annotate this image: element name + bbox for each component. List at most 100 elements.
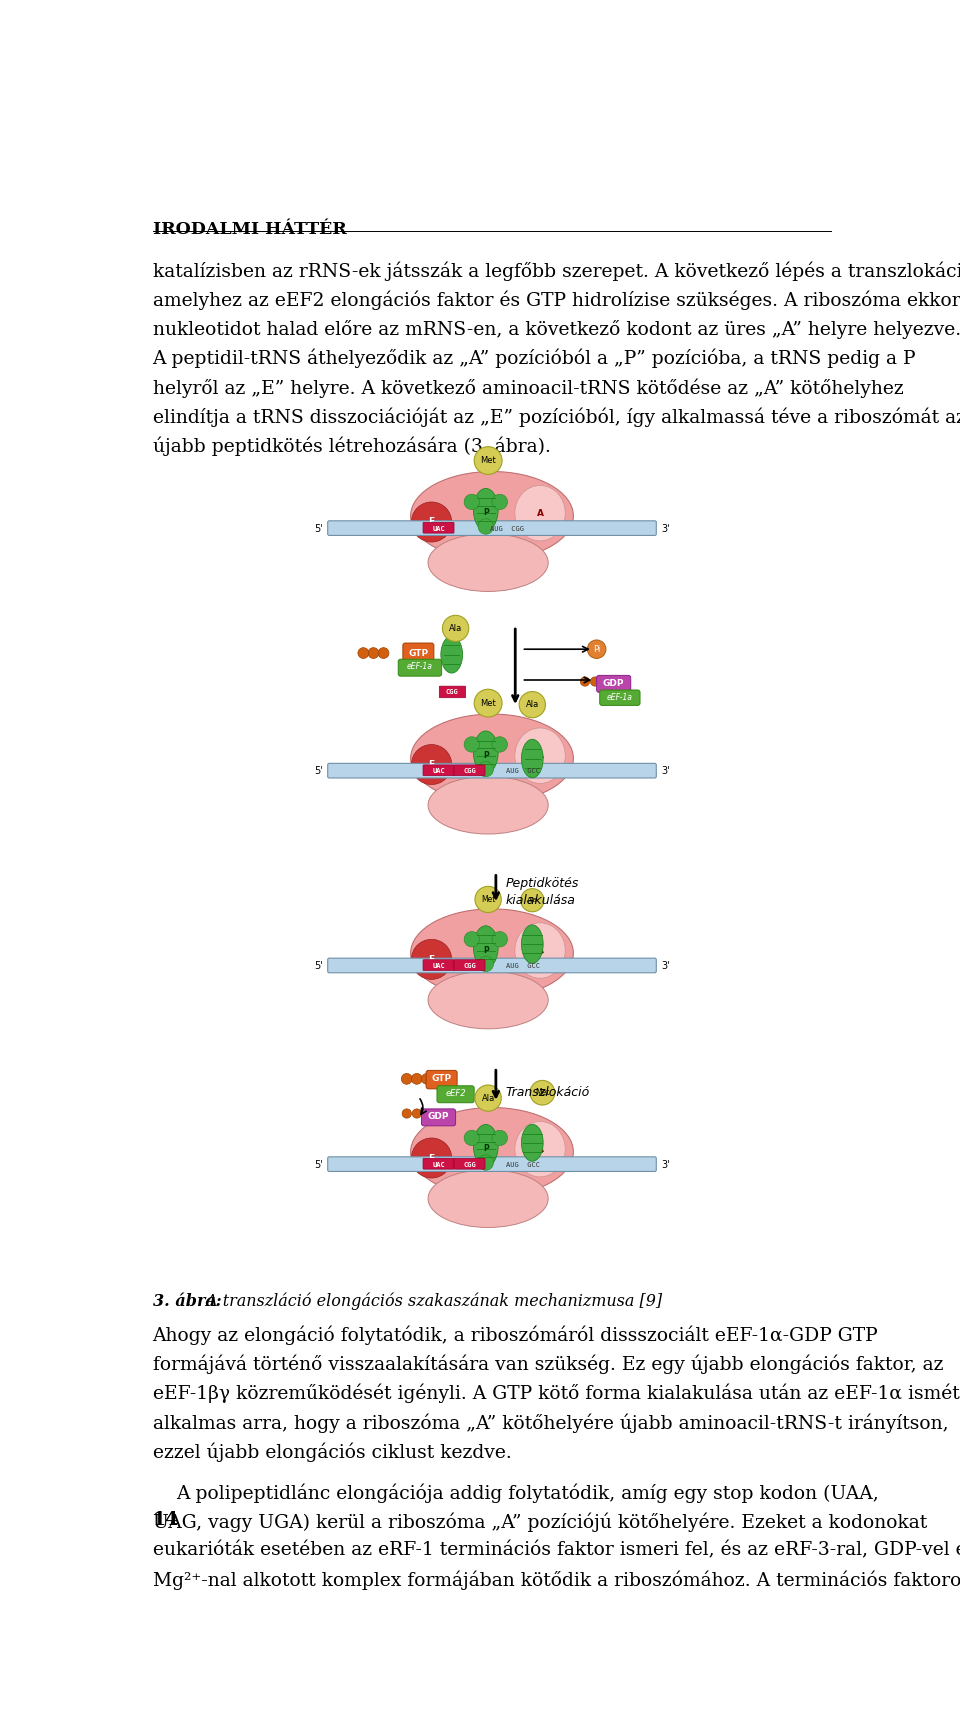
- Text: A peptidil-tRNS áthelyeződik az „A” pozícióból a „P” pozícióba, a tRNS pedig a P: A peptidil-tRNS áthelyeződik az „A” pozí…: [153, 350, 916, 369]
- Ellipse shape: [411, 908, 573, 998]
- Ellipse shape: [515, 922, 565, 979]
- Text: E: E: [428, 955, 435, 963]
- Circle shape: [478, 519, 493, 535]
- Text: A: A: [537, 509, 543, 518]
- Circle shape: [475, 886, 501, 912]
- Text: 3': 3': [660, 1160, 669, 1169]
- Circle shape: [464, 737, 480, 752]
- Text: Met: Met: [481, 895, 495, 903]
- Text: amelyhez az eEF2 elongációs faktor és GTP hidrolízise szükséges. A riboszóma ekk: amelyhez az eEF2 elongációs faktor és GT…: [153, 290, 960, 310]
- Text: E: E: [428, 1154, 435, 1162]
- Text: GTP: GTP: [408, 648, 428, 658]
- Text: P: P: [483, 946, 489, 955]
- Text: A transzláció elongációs szakaszának mechanizmusa [9]: A transzláció elongációs szakaszának mec…: [201, 1292, 661, 1311]
- Ellipse shape: [411, 471, 573, 560]
- Text: AUG  GCC: AUG GCC: [506, 1162, 540, 1167]
- Circle shape: [464, 494, 480, 509]
- FancyBboxPatch shape: [398, 660, 442, 675]
- Text: GDP: GDP: [428, 1112, 449, 1121]
- FancyBboxPatch shape: [600, 691, 640, 706]
- Text: AUG  GCC: AUG GCC: [506, 963, 540, 968]
- Circle shape: [401, 1073, 412, 1085]
- FancyBboxPatch shape: [327, 521, 657, 535]
- Circle shape: [368, 648, 379, 658]
- Text: GDP: GDP: [603, 679, 624, 689]
- Ellipse shape: [515, 728, 565, 783]
- Ellipse shape: [411, 715, 573, 802]
- Text: A polipeptidlánc elongációja addig folytatódik, amíg egy stop kodon (UAA,: A polipeptidlánc elongációja addig folyt…: [176, 1483, 878, 1503]
- Text: katalízisben az rRNS-ek játsszák a legfőbb szerepet. A következő lépés a transzl: katalízisben az rRNS-ek játsszák a legfő…: [153, 261, 960, 281]
- Text: nukleotidot halad előre az mRNS-en, a következő kodont az üres „A” helyre helyez: nukleotidot halad előre az mRNS-en, a kö…: [153, 319, 960, 339]
- Text: P: P: [483, 1145, 489, 1154]
- Text: eEF2: eEF2: [445, 1088, 466, 1099]
- Ellipse shape: [412, 939, 452, 979]
- Text: Ala: Ala: [527, 896, 538, 903]
- FancyBboxPatch shape: [327, 958, 657, 974]
- Text: CGG: CGG: [464, 963, 477, 968]
- Ellipse shape: [412, 502, 452, 542]
- Ellipse shape: [473, 1124, 498, 1167]
- FancyBboxPatch shape: [454, 1159, 485, 1169]
- FancyBboxPatch shape: [423, 764, 454, 776]
- Text: eEF-1βγ közreműködését igényli. A GTP kötő forma kialakulása után az eEF-1α ismé: eEF-1βγ közreműködését igényli. A GTP kö…: [153, 1383, 959, 1404]
- Ellipse shape: [428, 533, 548, 591]
- Circle shape: [590, 677, 600, 686]
- Text: eEF-1a: eEF-1a: [607, 692, 633, 703]
- Text: Met: Met: [480, 699, 496, 708]
- Circle shape: [478, 761, 493, 776]
- Text: újabb peptidkötés létrehozására (3. ábra).: újabb peptidkötés létrehozására (3. ábra…: [153, 437, 550, 456]
- Ellipse shape: [412, 744, 452, 785]
- Text: UAC: UAC: [433, 526, 445, 531]
- FancyBboxPatch shape: [423, 960, 454, 970]
- Circle shape: [519, 691, 545, 718]
- Circle shape: [520, 888, 544, 912]
- Text: CGG: CGG: [464, 1162, 477, 1167]
- Text: 14: 14: [153, 1510, 179, 1529]
- Text: 3': 3': [660, 766, 669, 776]
- Circle shape: [588, 639, 606, 658]
- Circle shape: [492, 494, 508, 509]
- Circle shape: [530, 1080, 555, 1106]
- FancyBboxPatch shape: [423, 523, 454, 533]
- Circle shape: [464, 932, 480, 946]
- FancyBboxPatch shape: [454, 764, 485, 776]
- Circle shape: [478, 956, 493, 972]
- Text: Ahogy az elongáció folytatódik, a riboszómáról dissszociált eEF-1α-GDP GTP: Ahogy az elongáció folytatódik, a ribosz…: [153, 1325, 878, 1345]
- Ellipse shape: [441, 636, 463, 674]
- Text: Met: Met: [480, 456, 496, 464]
- Circle shape: [378, 648, 389, 658]
- Text: ezzel újabb elongációs ciklust kezdve.: ezzel újabb elongációs ciklust kezdve.: [153, 1441, 512, 1462]
- Circle shape: [402, 1109, 412, 1118]
- Text: E: E: [428, 759, 435, 770]
- Ellipse shape: [521, 739, 543, 778]
- Text: AUG  GCC: AUG GCC: [506, 768, 540, 775]
- Text: UAC: UAC: [433, 1162, 445, 1167]
- FancyBboxPatch shape: [437, 1085, 474, 1102]
- Text: Mg²⁺-nal alkotott komplex formájában kötődik a riboszómához. A terminációs fakto: Mg²⁺-nal alkotott komplex formájában köt…: [153, 1572, 960, 1591]
- Text: CGG: CGG: [445, 689, 458, 694]
- Ellipse shape: [515, 1121, 565, 1178]
- Circle shape: [464, 1130, 480, 1145]
- FancyBboxPatch shape: [327, 1157, 657, 1171]
- Circle shape: [412, 1109, 421, 1118]
- Text: GTP: GTP: [432, 1075, 452, 1083]
- Text: CGG: CGG: [464, 768, 477, 775]
- Circle shape: [443, 615, 468, 641]
- Text: eukarióták esetében az eRF-1 terminációs faktor ismeri fel, és az eRF-3-ral, GDP: eukarióták esetében az eRF-1 terminációs…: [153, 1541, 960, 1560]
- FancyBboxPatch shape: [596, 675, 631, 692]
- Text: elindítja a tRNS disszociációját az „E” pozícióból, így alkalmassá téve a ribosz: elindítja a tRNS disszociációját az „E” …: [153, 408, 960, 427]
- Circle shape: [475, 1085, 501, 1111]
- Ellipse shape: [428, 1169, 548, 1227]
- FancyBboxPatch shape: [426, 1070, 457, 1088]
- Text: alkalmas arra, hogy a riboszóma „A” kötőhelyére újabb aminoacil-tRNS-t irányítso: alkalmas arra, hogy a riboszóma „A” kötő…: [153, 1412, 948, 1433]
- FancyBboxPatch shape: [440, 686, 466, 698]
- FancyBboxPatch shape: [327, 763, 657, 778]
- Ellipse shape: [473, 730, 498, 773]
- Text: P: P: [483, 507, 489, 518]
- Circle shape: [581, 677, 589, 686]
- Text: A: A: [537, 946, 543, 955]
- Ellipse shape: [473, 488, 498, 531]
- Text: 3. ábra:: 3. ábra:: [153, 1292, 221, 1309]
- Ellipse shape: [412, 1138, 452, 1178]
- Ellipse shape: [521, 926, 543, 963]
